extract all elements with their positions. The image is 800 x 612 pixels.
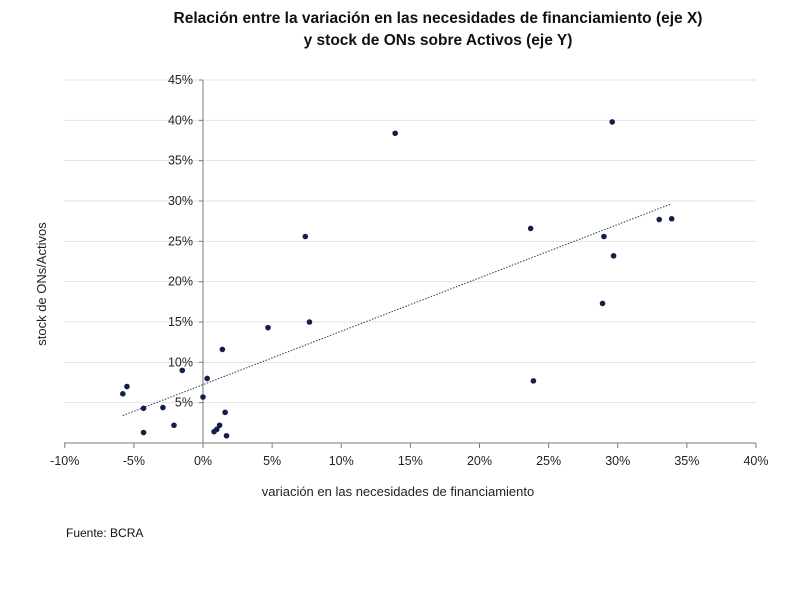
data-point: [527, 225, 534, 232]
data-point: [668, 215, 675, 222]
data-point: [222, 409, 228, 416]
x-axis-label: variación en las necesidades de financia…: [262, 484, 534, 499]
chart-title: Relación entre la variación en las neces…: [0, 8, 800, 52]
data-point: [204, 375, 210, 382]
data-point: [200, 394, 206, 400]
x-tick-label: -10%: [50, 454, 79, 468]
y-tick-label: 10%: [168, 355, 193, 369]
x-tick-label: 10%: [329, 454, 354, 468]
data-point: [214, 426, 220, 433]
x-tick-label: 25%: [536, 454, 561, 468]
y-tick-label: 40%: [168, 113, 193, 127]
y-tick-label: 35%: [168, 154, 193, 168]
data-point: [124, 383, 130, 390]
x-tick-label: -5%: [123, 454, 145, 468]
data-point: [219, 346, 226, 353]
data-point: [179, 367, 186, 374]
axes: [64, 79, 757, 448]
data-points: [120, 119, 675, 439]
y-tick-label: 20%: [168, 275, 193, 289]
trendline-path: [122, 203, 671, 417]
y-tick-label: 5%: [175, 396, 193, 410]
y-tick-label: 15%: [168, 315, 193, 329]
x-tick-label: 5%: [263, 454, 281, 468]
data-point: [306, 319, 313, 325]
data-point: [265, 324, 271, 331]
source-note: Fuente: BCRA: [66, 526, 144, 540]
y-tick-label: 45%: [168, 73, 193, 87]
x-tick-label: 30%: [605, 454, 630, 468]
y-tick-labels: 5% 10% 15% 20% 25% 30% 35% 40% 45%: [168, 73, 193, 410]
data-point: [599, 300, 606, 307]
x-tick-label: 15%: [398, 454, 423, 468]
data-point: [609, 119, 616, 125]
gridlines: [64, 79, 756, 404]
data-point: [302, 233, 309, 240]
x-tick-label: 20%: [467, 454, 492, 468]
y-tick-label: 30%: [168, 194, 193, 208]
x-tick-labels: -10% -5% 0% 5% 10% 15% 20% 25% 30% 35% 40%: [50, 454, 768, 468]
trendline: [122, 203, 671, 417]
data-point: [140, 429, 147, 436]
data-point: [656, 216, 663, 223]
data-point: [392, 130, 398, 137]
data-point: [140, 405, 147, 412]
y-tick-label: 25%: [168, 234, 193, 248]
y-axis-label: stock de ONs/Activos: [34, 222, 49, 346]
data-point: [223, 432, 230, 439]
data-point: [530, 378, 537, 384]
data-point: [216, 422, 223, 429]
data-point: [171, 422, 177, 429]
data-point: [601, 233, 607, 240]
x-tick-label: 35%: [674, 454, 699, 468]
chart-title-line1: Relación entre la variación en las neces…: [173, 10, 703, 27]
chart-title-line2: y stock de ONs sobre Activos (eje Y): [303, 32, 573, 49]
data-point: [160, 404, 166, 411]
x-tick-label: 0%: [194, 454, 212, 468]
x-tick-label: 40%: [743, 454, 768, 468]
data-point: [610, 253, 617, 259]
data-point: [120, 390, 126, 397]
